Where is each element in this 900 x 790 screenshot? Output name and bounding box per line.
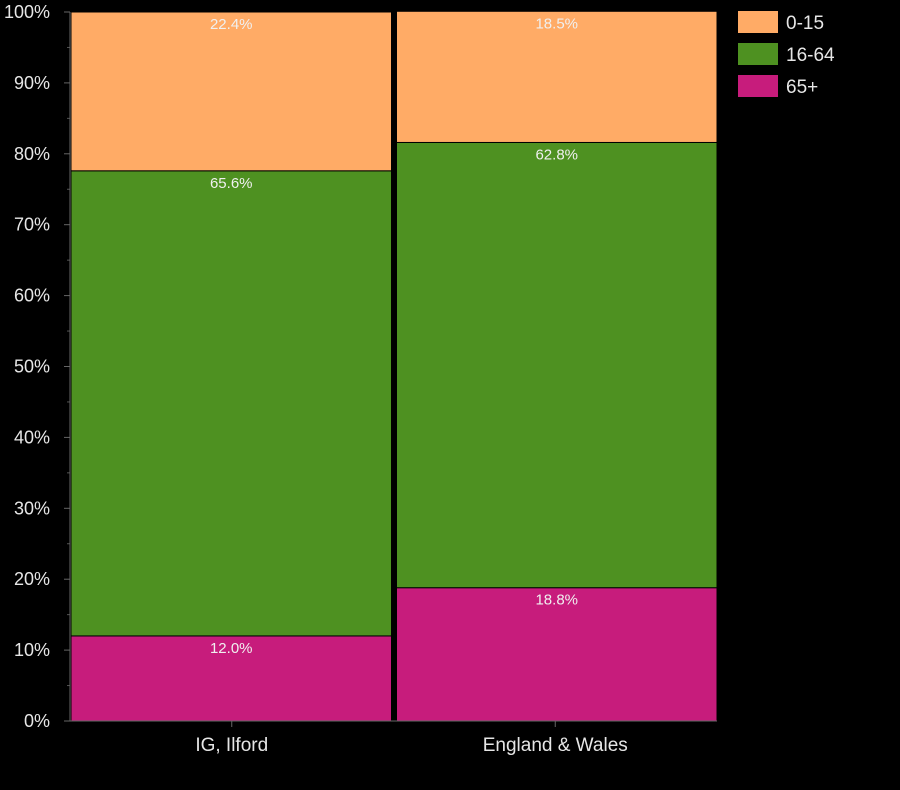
- legend-swatch-65+: [738, 75, 778, 97]
- data-label: 18.8%: [535, 592, 578, 609]
- y-tick-label: 20%: [14, 569, 50, 589]
- y-tick-label: 50%: [14, 357, 50, 377]
- bar-segment-0-15-1: [396, 10, 718, 143]
- data-label: 22.4%: [210, 16, 253, 33]
- y-tick-label: 90%: [14, 73, 50, 93]
- bar-segment-0-15-0: [70, 11, 392, 172]
- data-label: 18.5%: [535, 15, 578, 32]
- bar-segment-16-64-0: [70, 170, 392, 637]
- x-category-label: IG, Ilford: [195, 735, 268, 756]
- data-label: 62.8%: [535, 146, 578, 163]
- legend: 0-15 16-64 65+: [738, 11, 835, 98]
- y-tick-label: 70%: [14, 215, 50, 235]
- x-axis: IG, Ilford England & Wales: [70, 720, 717, 756]
- legend-swatch-0-15: [738, 11, 778, 33]
- y-tick-label: 0%: [24, 711, 50, 731]
- bars: [70, 10, 718, 722]
- data-label: 65.6%: [210, 175, 253, 192]
- bar-segment-16-64-1: [396, 141, 718, 589]
- y-tick-label: 100%: [4, 2, 50, 22]
- y-tick-label: 10%: [14, 640, 50, 660]
- data-labels: 12.0% 65.6% 22.4% 18.8% 62.8% 18.5%: [210, 15, 578, 657]
- legend-swatch-16-64: [738, 43, 778, 65]
- legend-label: 16-64: [786, 45, 835, 66]
- y-axis: 0% 10% 20% 30% 40% 50% 60% 70% 80% 90% 100%: [4, 2, 71, 731]
- y-tick-label: 80%: [14, 144, 50, 164]
- data-label: 12.0%: [210, 640, 253, 657]
- y-tick-label: 60%: [14, 286, 50, 306]
- y-tick-label: 40%: [14, 427, 50, 447]
- legend-label: 0-15: [786, 13, 824, 34]
- x-category-label: England & Wales: [483, 735, 628, 756]
- y-tick-label: 30%: [14, 498, 50, 518]
- legend-label: 65+: [786, 77, 818, 98]
